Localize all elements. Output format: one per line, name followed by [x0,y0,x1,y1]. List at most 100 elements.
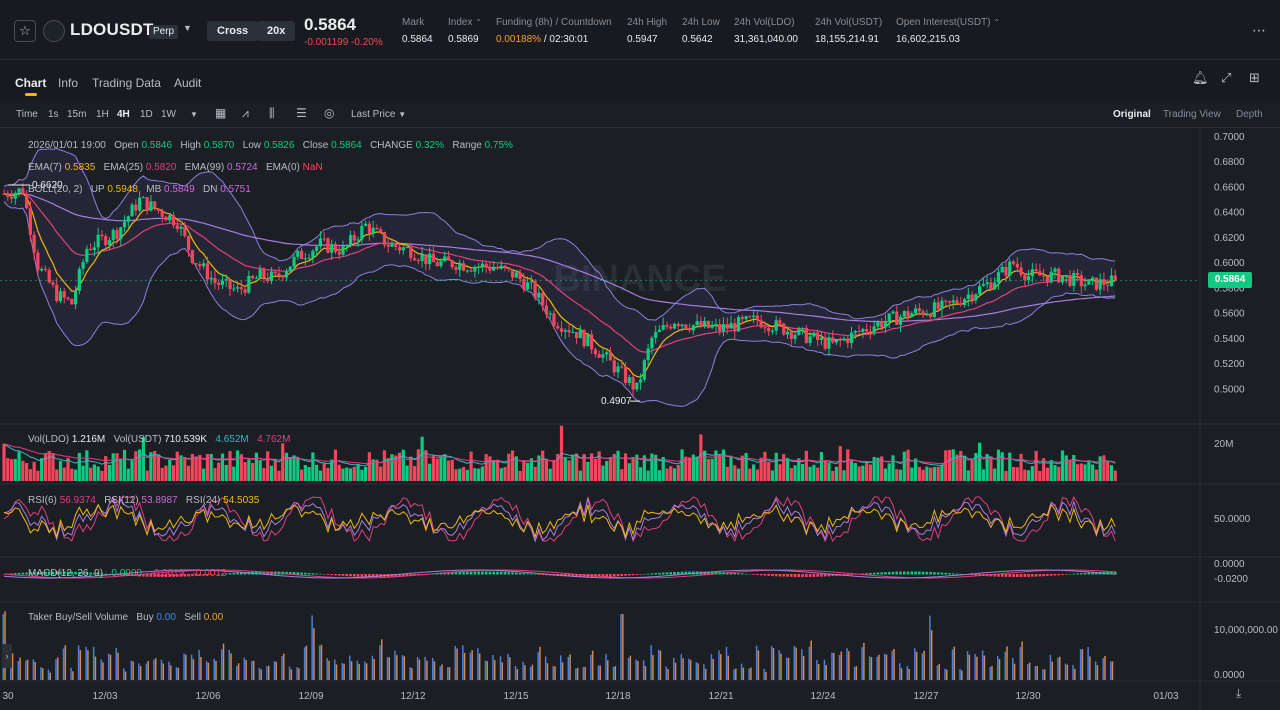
interval-1h[interactable]: 1H [96,109,109,120]
taker-sell-bar [1036,665,1038,680]
tab-audit[interactable]: Audit [174,76,202,90]
macd-legend: MACD(12, 26, 9) 0.0000 -0.0019 -0.0012 [28,568,227,579]
scale-fit-icon[interactable]: ⤓ [1236,686,1242,700]
interval-4h[interactable]: 4H [117,109,130,120]
candle-body [25,194,29,209]
candle-body [243,289,247,293]
interval-15m[interactable]: 15m [67,109,87,120]
macd-histogram-bar [643,573,646,575]
candle-body [887,313,891,322]
volume-bar [364,466,368,481]
candle-body [525,282,530,290]
interval-dropdown-icon[interactable]: ▼ [190,110,198,119]
symbol-name[interactable]: LDOUSDT [70,20,154,39]
indicators-icon[interactable]: ⩘ [242,106,249,120]
candle-body [1106,285,1110,287]
taker-buy-bar [198,649,200,680]
taker-sell-bar [463,653,466,680]
grid-layout-icon[interactable]: ⊞ [1249,70,1260,85]
taker-volume-legend: Taker Buy/Sell Volume Buy 0.00 Sell 0.00 [28,612,224,623]
volume-bar [736,468,741,481]
taker-buy-bar [32,659,35,680]
view-depth[interactable]: Depth [1236,109,1263,120]
volume-bar [307,467,311,481]
taker-sell-bar [230,653,232,680]
taker-sell-bar [298,668,300,680]
view-original[interactable]: Original [1113,109,1151,120]
tab-info[interactable]: Info [58,76,79,90]
volume-bar [254,452,258,481]
volume-bar [183,457,187,481]
volume-bar [235,450,240,481]
macd-histogram-bar [1008,574,1012,577]
view-trading-view[interactable]: Trading View [1163,109,1221,120]
taker-buy-bar [808,646,811,680]
date-axis-label: 12/03 [92,691,117,702]
bell-icon[interactable]: 🔔︎ [1192,70,1209,85]
candle-body [281,276,285,278]
tab-chart[interactable]: Chart [15,76,47,90]
price-type-select[interactable]: Last Price ▼ [351,109,407,120]
volume-bar [262,468,266,481]
chart-area[interactable]: 0.7000 0.6800 0.6600 0.6400 0.6200 0.6000 0.58… [0,129,1280,710]
interval-1w[interactable]: 1W [161,109,176,120]
macd-signal-line [3,569,1116,579]
stat-label: Mark [402,17,425,28]
price-axis-label: 0.6200 [1214,233,1245,244]
taker-sell-bar [554,666,556,680]
more-options-icon[interactable]: ⋯ [1252,22,1266,38]
taker-sell-bar [170,665,172,680]
candle-body [375,227,379,230]
settings-sliders-icon[interactable]: ☰ [296,106,307,120]
candle-body [684,324,688,329]
macd-histogram-bar [334,574,337,576]
interval-1d[interactable]: 1D [140,109,153,120]
chart-type-icon[interactable]: ⫼ [269,106,275,120]
candle-body [92,247,97,250]
candle-body [66,297,70,300]
fullscreen-icon[interactable]: ⤢ [1221,70,1232,85]
candle-body [443,256,447,262]
candlestick-chart[interactable]: 0.7000 0.6800 0.6600 0.6400 0.6200 0.6000 0.58… [0,129,1280,710]
volume-bar [853,462,857,481]
taker-sell-bar [245,660,247,680]
interval-time[interactable]: Time [16,109,38,120]
candle-body [330,244,334,253]
macd-histogram-bar [763,574,767,576]
macd-histogram-bar [929,571,932,575]
candle-body [51,282,55,285]
candle-body [608,352,613,361]
margin-mode-button[interactable]: Cross [207,21,259,41]
candle-body [326,238,330,253]
volume-bar [382,450,387,481]
volume-bar [620,469,624,481]
candle-body [748,316,752,318]
volume-bar [194,456,198,481]
macd-histogram-bar [371,574,375,577]
candle-body [288,266,292,272]
taker-buy-bar [770,646,773,680]
sidebar-expand-icon[interactable]: › [2,644,12,668]
candle-body [974,294,978,301]
taker-buy-bar [17,661,20,680]
symbol-dropdown-icon[interactable]: ▼ [183,23,192,33]
macd-histogram-bar [368,574,371,577]
date-axis-label: 12/21 [708,691,733,702]
interval-1s[interactable]: 1s [48,109,59,120]
calendar-icon[interactable]: ▦ [215,106,227,120]
favorite-star-icon[interactable]: ☆ [14,20,36,42]
max-price-marker: 0.6620 [32,180,63,191]
candle-body [420,254,424,262]
taker-buy-bar [462,645,464,680]
candle-body [1042,275,1046,277]
volume-bar [586,461,590,481]
stat-value: 16,602,215.03 [896,34,960,45]
stat-label: 24h Low [682,17,720,28]
tab-trading-data[interactable]: Trading Data [92,76,161,90]
macd-histogram-bar [439,573,443,575]
candle-body [1008,261,1012,276]
stat-24h-vol-usdt: 24h Vol(USDT) 18,155,214.91 [815,17,882,45]
macd-histogram-bar [157,574,160,577]
target-icon[interactable]: ◎ [324,106,335,120]
leverage-button[interactable]: 20x [257,21,296,41]
